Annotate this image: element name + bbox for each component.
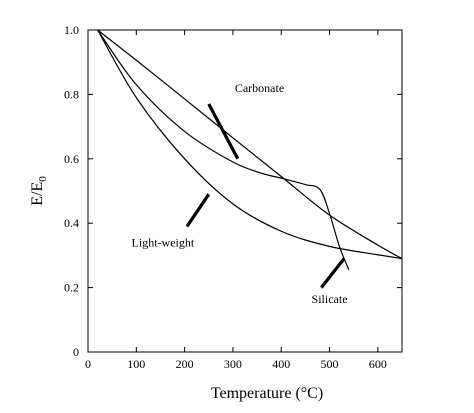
y-axis-title-base: E/E (29, 182, 46, 206)
series-label-light-weight: Light-weight (132, 236, 195, 250)
series-line-light-weight (97, 29, 403, 260)
y-tick-label: 0 (73, 345, 79, 359)
y-axis-title-subscript: 0 (37, 176, 49, 182)
y-tick-label: 0.2 (64, 281, 79, 295)
x-tick-label: 300 (224, 357, 242, 371)
series-label-carbonate: Carbonate (235, 81, 284, 95)
y-tick-label: 0.8 (64, 87, 79, 101)
series-lines (97, 29, 403, 271)
x-tick-label: 400 (272, 357, 290, 371)
x-tick-label: 600 (369, 357, 387, 371)
series-line-carbonate (97, 29, 403, 260)
x-tick-label: 100 (127, 357, 145, 371)
tick-marks (87, 29, 402, 353)
y-tick-label: 0.6 (64, 152, 79, 166)
leader-line-light-weight (185, 193, 211, 228)
leader-line-carbonate (207, 103, 240, 160)
series-line-silicate (97, 29, 350, 271)
tick-labels: 0 100 200 300 400 500 600 0 0.2 0.4 0.6 0.8 1.0 (64, 23, 387, 371)
y-tick-label: 1.0 (64, 23, 79, 37)
series-label-silicate: Silicate (312, 292, 348, 306)
x-tick-label: 0 (85, 357, 91, 371)
plot-frame (87, 29, 403, 353)
x-axis-title: Temperature (°C) (211, 385, 323, 402)
annotations: Carbonate Light-weight Silicate (132, 81, 348, 306)
leader-line-silicate (320, 257, 346, 289)
y-tick-label: 0.4 (64, 216, 79, 230)
x-tick-label: 500 (321, 357, 339, 371)
y-axis-title: E/E0 (29, 176, 49, 206)
x-tick-label: 200 (176, 357, 194, 371)
